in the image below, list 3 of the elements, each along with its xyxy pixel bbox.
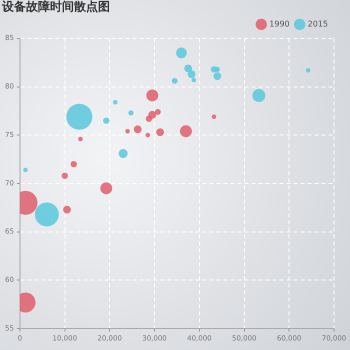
legend-label: 1990 xyxy=(269,19,290,28)
legend-label: 2015 xyxy=(308,19,328,28)
chart-title: 设备故障时间散点图 xyxy=(1,0,110,14)
